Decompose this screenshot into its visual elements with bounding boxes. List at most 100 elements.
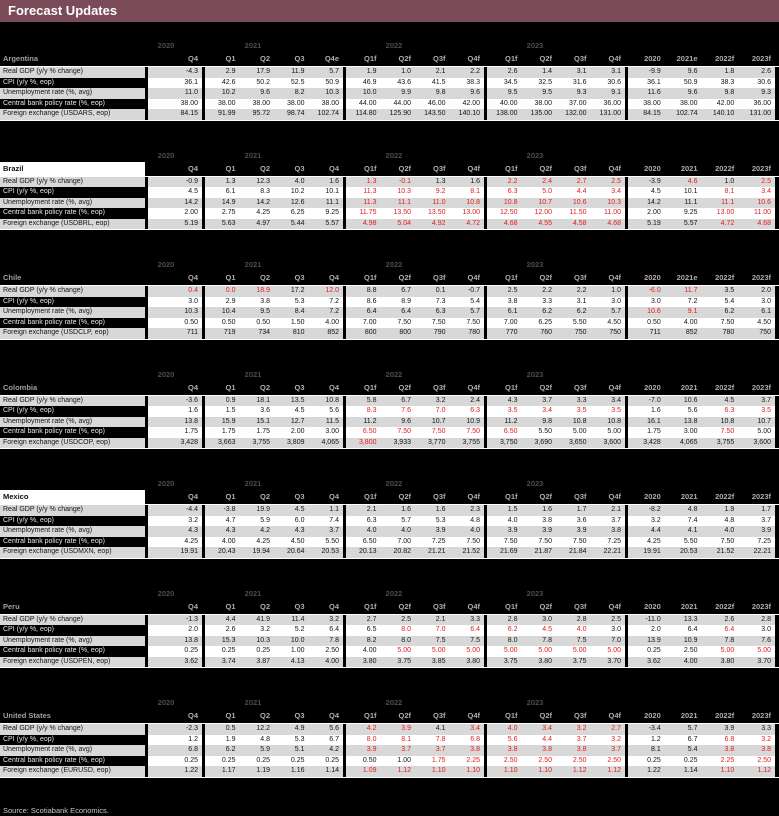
cell: 4.4	[205, 614, 240, 625]
cell: 0.25	[308, 755, 343, 766]
cell: 9.9	[380, 88, 415, 99]
quarter-header-group: Q1f Q2f Q3f Q4f	[346, 709, 484, 723]
indicator-table: Real GDP (y/y % change) -1.3 4.4 41.9 11.4 3.…	[0, 613, 779, 668]
cell: 50.9	[308, 77, 343, 88]
cell: 800	[380, 328, 415, 339]
quarter-value-group: 138.00 135.00 132.00 131.00	[487, 109, 625, 120]
cell: 4.9	[274, 724, 309, 735]
cell: 5.04	[380, 218, 415, 229]
cell: 3.7	[738, 515, 775, 526]
quarter-value-group: 4.00 4.25 4.50 5.50	[205, 536, 343, 547]
cell: 4.25	[239, 536, 274, 547]
cell: 1.75	[148, 427, 202, 438]
cell: 4.68	[590, 218, 625, 229]
cell: 5.44	[274, 218, 309, 229]
cell: 19.91	[148, 547, 202, 558]
quarter-value-group: 7.00 6.25 5.50 4.50	[487, 317, 625, 328]
cell: 1.10	[415, 766, 450, 777]
annual-header: 2021	[680, 382, 698, 392]
cell: 38.00	[664, 98, 702, 109]
cell: 8.0	[487, 635, 522, 646]
cell: -0.7	[449, 286, 484, 297]
forecast-table: 2020 2021 2022 2023 Argentina Q4 Q1 Q2 Q3 Q4e Q1f Q…	[0, 22, 779, 778]
quarter-value-group: 12.50 12.00 11.50 11.00	[487, 208, 625, 219]
cell: 46.9	[346, 77, 381, 88]
quarter-header-group: Q1 Q2 Q3 Q4	[205, 271, 343, 285]
cell: 9.8	[701, 88, 739, 99]
quarter-header: Q1	[225, 54, 236, 63]
cell: 1.10	[487, 766, 522, 777]
indicator-table: Real GDP (y/y % change) -0.9 1.3 12.3 4.0 1.6…	[0, 175, 779, 230]
cell: 13.5	[274, 395, 309, 406]
quarter-value-group: 8.3 7.6 7.0 6.3	[346, 406, 484, 417]
cell: 3.70	[590, 656, 625, 667]
cell: 5.4	[664, 745, 702, 756]
cell: 4.8	[239, 734, 274, 745]
cell: 4.3	[205, 526, 240, 537]
cell: 10.2	[205, 88, 240, 99]
cell: 3.9	[487, 526, 522, 537]
quarter-value-group: 6.2 5.9 5.1 4.2	[205, 745, 343, 756]
cell: 10.6	[628, 307, 665, 318]
cell: 8.0	[346, 734, 381, 745]
cell: 5.3	[415, 515, 450, 526]
quarter-value-group: 20.13 20.82 21.21 21.52	[346, 547, 484, 558]
cell: 102.74	[664, 109, 702, 120]
cell: 1.14	[664, 766, 702, 777]
quarter-value-group: 3.74 3.87 4.13 4.00	[205, 656, 343, 667]
quarter-header-group: Q1f Q2f Q3f Q4f	[346, 381, 484, 395]
quarter-value-group: 10.0 9.9 9.8 9.6	[346, 88, 484, 99]
cell: 2.8	[487, 614, 522, 625]
quarter-value-group: 770 760 750 750	[487, 328, 625, 339]
annual-header: 2021	[680, 601, 698, 611]
quarter-header-group: Q1f Q2f Q3f Q4f	[487, 162, 625, 176]
cell: 6.2	[556, 307, 591, 318]
cell: 750	[738, 328, 775, 339]
year-label: 2022	[385, 479, 403, 488]
year-row-spacer	[0, 696, 145, 709]
cell: 1.3	[346, 176, 381, 187]
cell: 4.00	[205, 536, 240, 547]
quarter-header: Q2f	[398, 601, 411, 611]
annual-value-group: 10.6 9.1 6.2 6.1	[628, 307, 775, 318]
cell: 3,770	[415, 437, 450, 448]
annual-value-group: 0.25 0.25 2.25 2.50	[628, 755, 775, 766]
quarter-header: Q4f	[467, 492, 480, 501]
cell: 3.2	[556, 724, 591, 735]
year-label: 2021	[244, 479, 262, 488]
cell: 135.00	[521, 109, 556, 120]
cell: 3.9	[701, 724, 739, 735]
cell: 41.5	[415, 77, 450, 88]
cell: 125.90	[380, 109, 415, 120]
quarter-value-group: 0.0 18.9 17.2 12.0	[205, 286, 343, 297]
quarter-header-group: Q1f Q2f Q3f Q4f	[487, 381, 625, 395]
table-row: CPI (y/y %, eop) 3.2 4.7 5.9 6.0 7.4 6.3 5.7 5.3…	[0, 515, 779, 526]
cell: 3.2	[148, 515, 202, 526]
cell: 3.7	[556, 734, 591, 745]
cell: 4.8	[449, 515, 484, 526]
cell: 9.8	[521, 416, 556, 427]
cell: 2.50	[738, 755, 775, 766]
cell: 10.3	[380, 187, 415, 198]
cell: 3.8	[239, 296, 274, 307]
year-label: 2021	[244, 41, 262, 50]
cell: 2.5	[487, 286, 522, 297]
cell: 2.8	[556, 614, 591, 625]
cell: 852	[308, 328, 343, 339]
cell: 4.72	[449, 218, 484, 229]
cell: 6.25	[274, 208, 309, 219]
cell: 10.8	[701, 416, 739, 427]
cell: 13.9	[628, 635, 665, 646]
row-label: Foreign exchange (USDMXN, eop)	[0, 547, 145, 558]
cell: 4.0	[556, 625, 591, 636]
country-header-row: Peru Q4 Q1 Q2 Q3 Q4 Q1f Q2f Q3f Q4f Q1f Q2f Q3f Q4f 20…	[0, 600, 779, 614]
annual-value-group: 0.25 2.50 5.00 5.00	[628, 646, 775, 657]
cell: 3.62	[148, 656, 202, 667]
cell: 4.0	[346, 526, 381, 537]
annual-header-group: 2020 2021 2022f 2023f	[628, 381, 775, 395]
year-group: 2022	[346, 149, 484, 162]
cell: 11.1	[308, 197, 343, 208]
cell: 6.3	[487, 187, 522, 198]
table-row: Unemployment rate (%, avg) 13.8 15.3 10.3 10…	[0, 635, 779, 646]
cell: 7.50	[380, 317, 415, 328]
